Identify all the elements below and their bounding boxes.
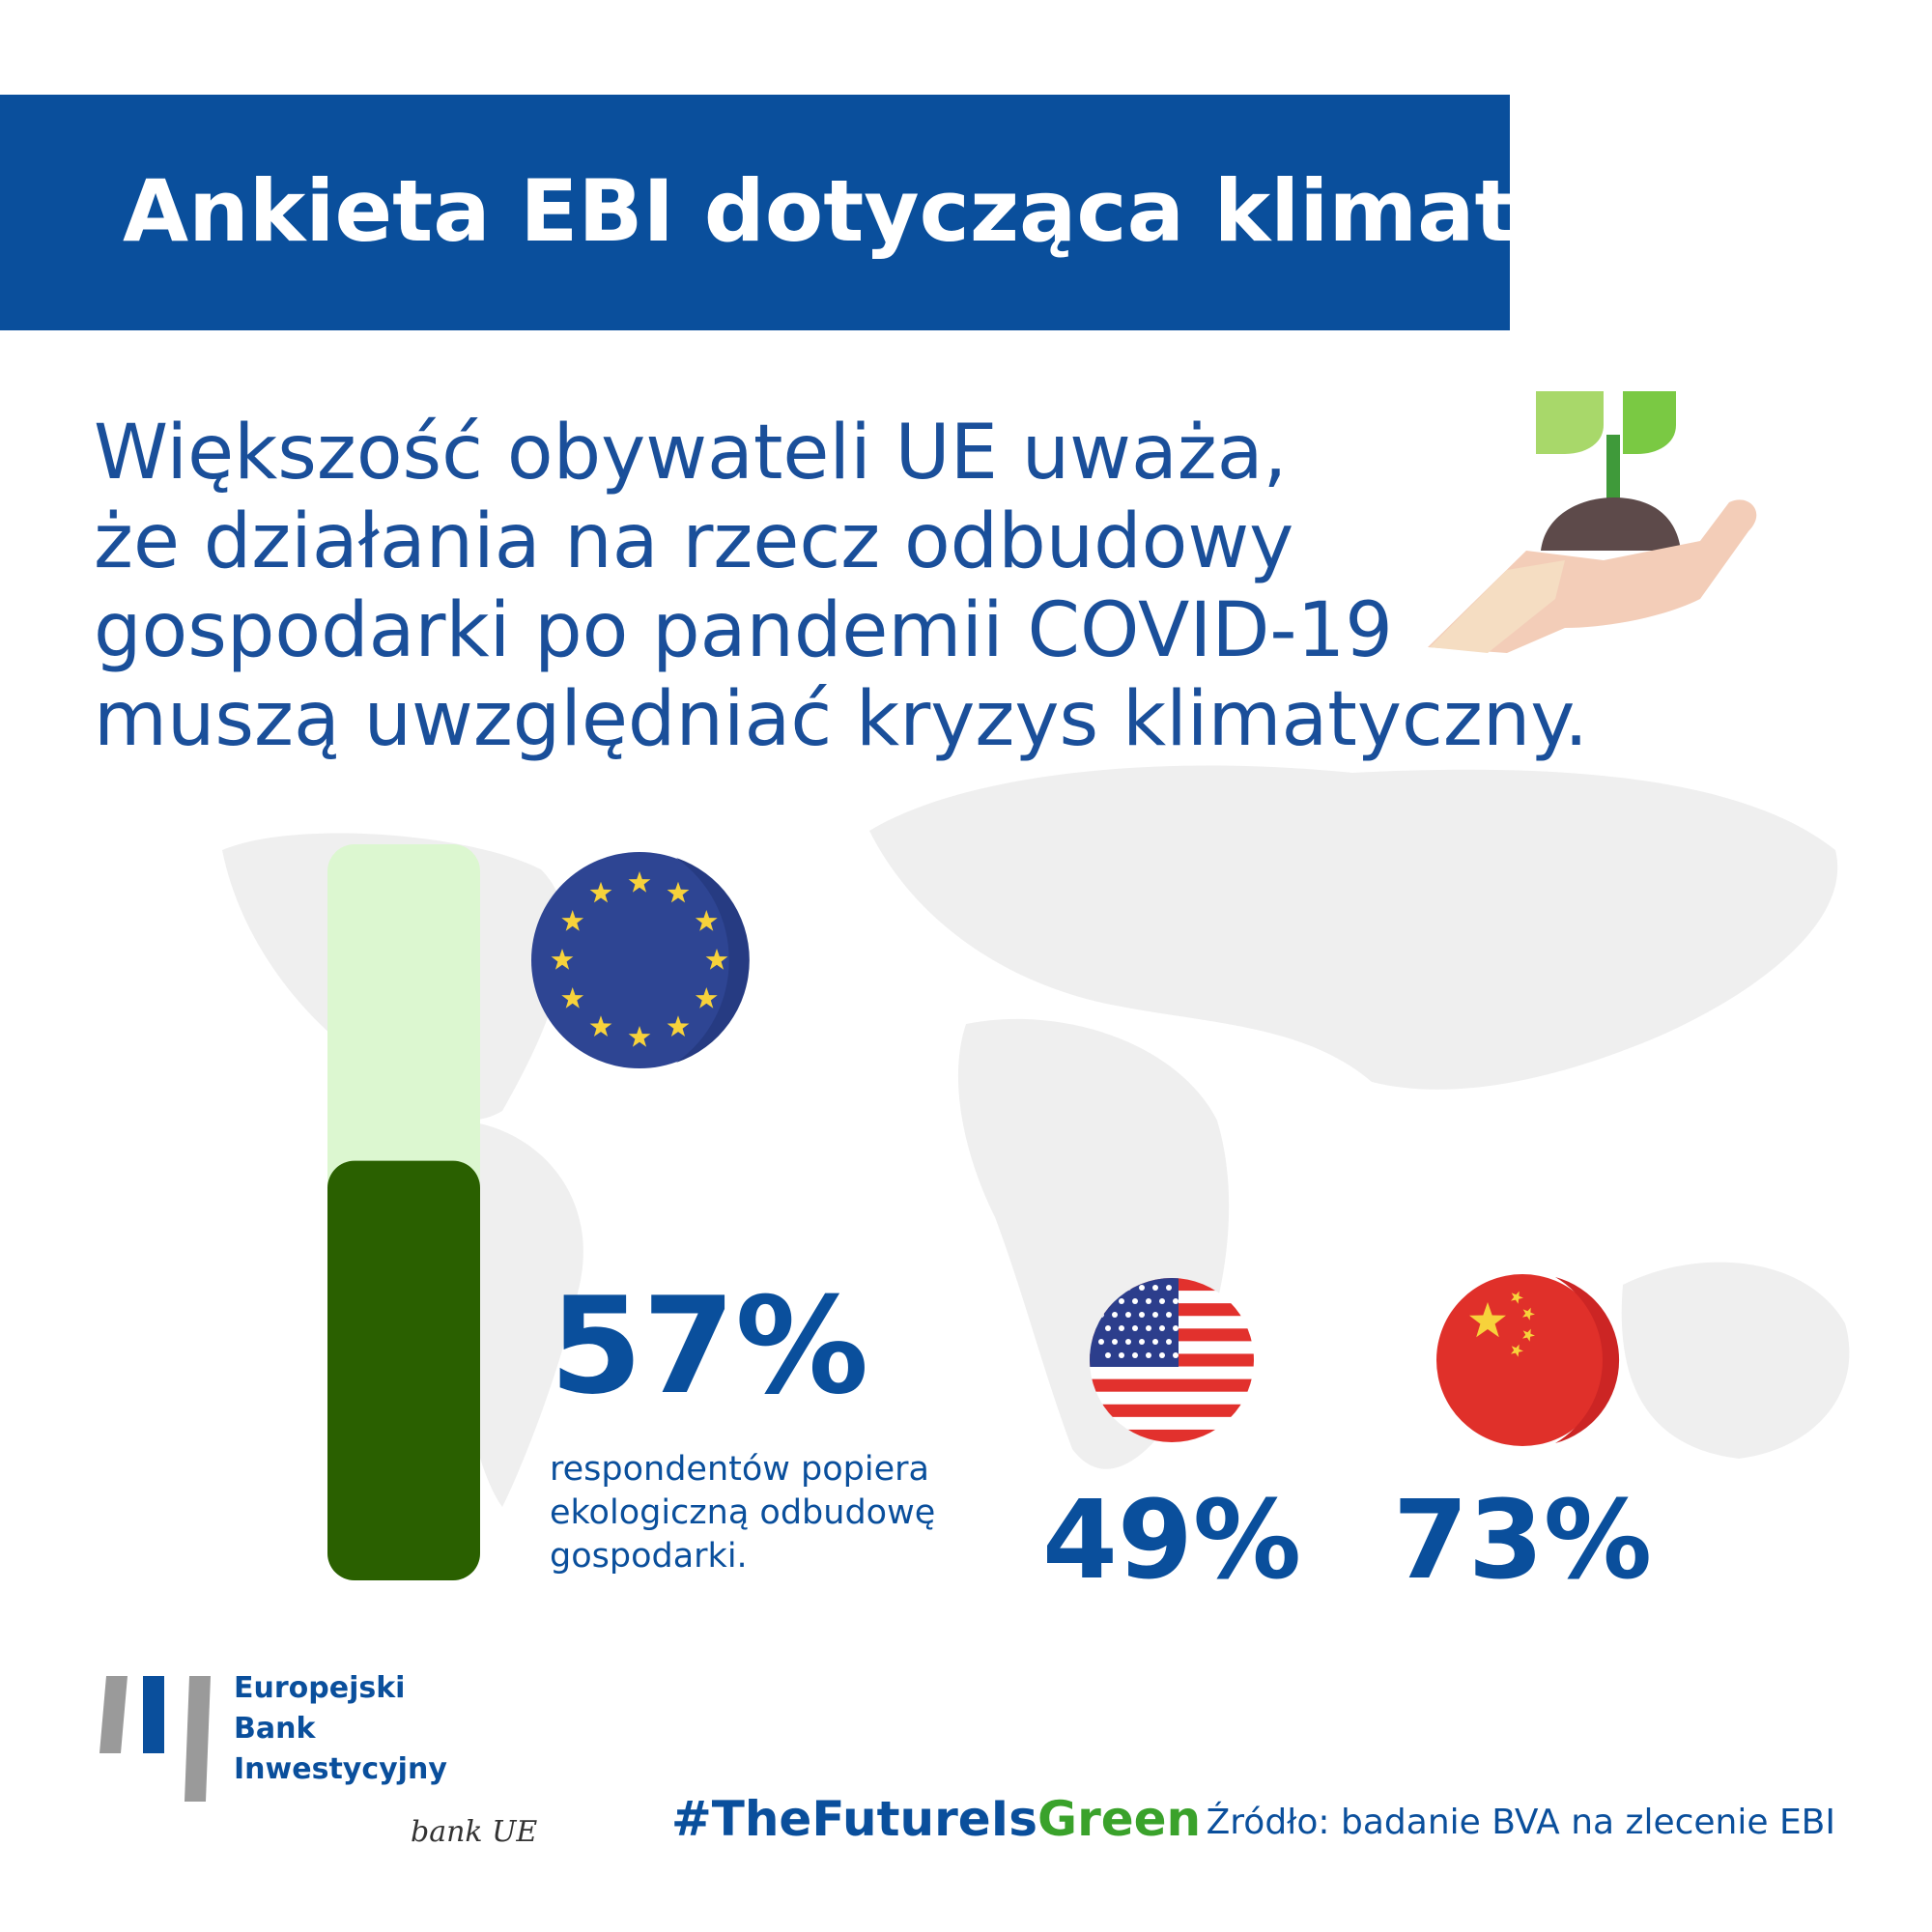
flag-star [705, 949, 728, 970]
flag-star [1132, 1298, 1138, 1304]
subtitle: Większość obywateli UE uważa, że działan… [94, 410, 1588, 763]
flag-star [695, 910, 718, 931]
hashtag: #TheFutureIsGreen [671, 1791, 1201, 1847]
plant-icon [1428, 391, 1757, 653]
flag-stripe [1090, 1378, 1254, 1392]
eib-logo [99, 1676, 211, 1802]
flag-star [1105, 1352, 1111, 1358]
flag-star [1112, 1339, 1118, 1345]
flag-star [628, 871, 651, 893]
flag-star [1098, 1339, 1104, 1345]
logo-tagline: bank UE [411, 1815, 537, 1849]
us-percent: 49% [1042, 1478, 1301, 1604]
logo-line: Europejski [234, 1671, 405, 1705]
logo-text: Europejski Bank Inwestycyjny [234, 1671, 447, 1786]
logo-line: Bank [234, 1712, 316, 1746]
flag-star [561, 910, 584, 931]
flag-star [1522, 1307, 1535, 1321]
description-line: gospodarki. [550, 1537, 748, 1576]
flag-star [1173, 1298, 1179, 1304]
flag-star [1112, 1312, 1118, 1318]
flag-star [589, 881, 612, 903]
logo-line: Inwestycyjny [234, 1752, 447, 1786]
flag-star [589, 1015, 612, 1037]
flag-star [1132, 1352, 1138, 1358]
flag-star [1146, 1325, 1151, 1331]
flag-star [1139, 1285, 1145, 1291]
title-banner [0, 95, 1510, 330]
flag-star [695, 987, 718, 1009]
description-line: respondentów popiera [550, 1450, 929, 1489]
flag-star [1173, 1352, 1179, 1358]
eu-description: respondentów popiera ekologiczną odbudow… [550, 1450, 935, 1576]
subtitle-line: gospodarki po pandemii COVID-19 [94, 587, 1393, 674]
subtitle-line: muszą uwzględniać kryzys klimatyczny. [94, 676, 1588, 763]
flag-star [1119, 1298, 1124, 1304]
flag-star [1166, 1339, 1172, 1345]
us-flag [1090, 1278, 1254, 1442]
hashtag-part: Green [1037, 1791, 1201, 1847]
description-line: ekologiczną odbudowę [550, 1493, 935, 1532]
flag-star [1511, 1291, 1523, 1304]
flag-star [1159, 1352, 1165, 1358]
flag-star [1146, 1298, 1151, 1304]
flag-star [1139, 1312, 1145, 1318]
subtitle-line: Większość obywateli UE uważa, [94, 410, 1287, 497]
flag-star [1125, 1339, 1131, 1345]
flag-star [1132, 1325, 1138, 1331]
flag-star [1152, 1285, 1158, 1291]
flag-star [1105, 1325, 1111, 1331]
flag-star [1125, 1312, 1131, 1318]
flag-star [1146, 1352, 1151, 1358]
eu-flag [531, 852, 750, 1068]
flag-star [551, 949, 574, 970]
flag-star [667, 1015, 690, 1037]
flag-star [1119, 1352, 1124, 1358]
flag-star [1166, 1285, 1172, 1291]
flag-star [1159, 1298, 1165, 1304]
flag-star [1152, 1339, 1158, 1345]
source: Źródło: badanie BVA na zlecenie EBI [1207, 1802, 1835, 1842]
flag-star [1511, 1344, 1523, 1357]
china-percent: 73% [1393, 1478, 1652, 1604]
bar-fill [327, 1160, 480, 1580]
subtitle-line: że działania na rzecz odbudowy [94, 498, 1293, 585]
flag-star [1152, 1312, 1158, 1318]
flag-star [1119, 1325, 1124, 1331]
flag-star [561, 987, 584, 1009]
flag-stripe [1090, 1404, 1254, 1417]
china-flag [1436, 1274, 1620, 1446]
flag-star [1166, 1312, 1172, 1318]
flag-star [667, 881, 690, 903]
title: Ankieta EBI dotycząca klimatu [123, 161, 1576, 261]
flag-star [1139, 1339, 1145, 1345]
flag-star [1159, 1325, 1165, 1331]
hashtag-part: #TheFutureIs [671, 1791, 1037, 1847]
flag-star [628, 1026, 651, 1047]
eu-percent: 57% [550, 1268, 868, 1424]
flag-star [1173, 1325, 1179, 1331]
flag-star [1522, 1328, 1535, 1342]
